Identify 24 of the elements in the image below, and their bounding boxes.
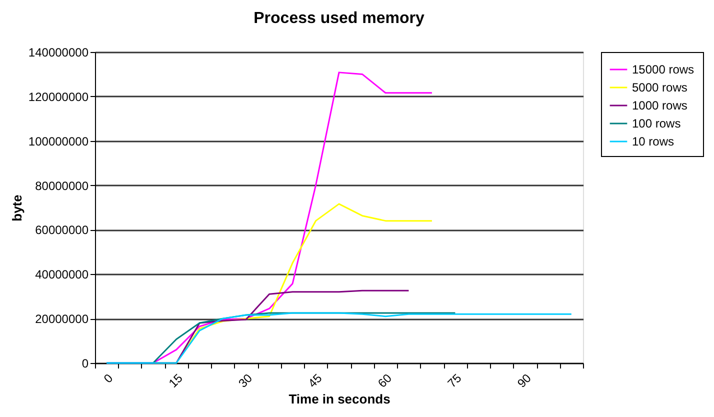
legend-label: 100 rows	[632, 116, 681, 130]
y-tick-label: 20000000	[35, 312, 89, 326]
x-tick-label: 15	[166, 370, 186, 390]
y-tick-label: 120000000	[28, 90, 89, 104]
x-tick-label: 90	[514, 370, 534, 390]
y-tick-label: 100000000	[28, 134, 89, 148]
x-tick-label: 60	[375, 370, 395, 390]
chart-title: Process used memory	[254, 10, 424, 27]
y-tick-label: 80000000	[35, 178, 89, 193]
x-tick-label: 30	[236, 370, 256, 390]
legend-label: 10 rows	[632, 134, 674, 148]
y-axis-title: byte	[9, 194, 24, 222]
legend-label: 5000 rows	[632, 80, 688, 94]
line-series	[106, 312, 572, 364]
y-tick-label: 0	[82, 356, 89, 370]
legend-label: 1000 rows	[632, 98, 688, 112]
y-tick-label: 140000000	[28, 46, 89, 60]
x-tick-label: 0	[100, 370, 116, 386]
x-tick-label: 75	[444, 370, 464, 390]
x-axis-title: Time in seconds	[288, 392, 390, 407]
x-tick-label: 45	[305, 370, 325, 390]
y-tick-label: 60000000	[35, 223, 89, 238]
legend-label: 15000 rows	[632, 62, 694, 76]
y-tick-label: 40000000	[35, 268, 89, 282]
